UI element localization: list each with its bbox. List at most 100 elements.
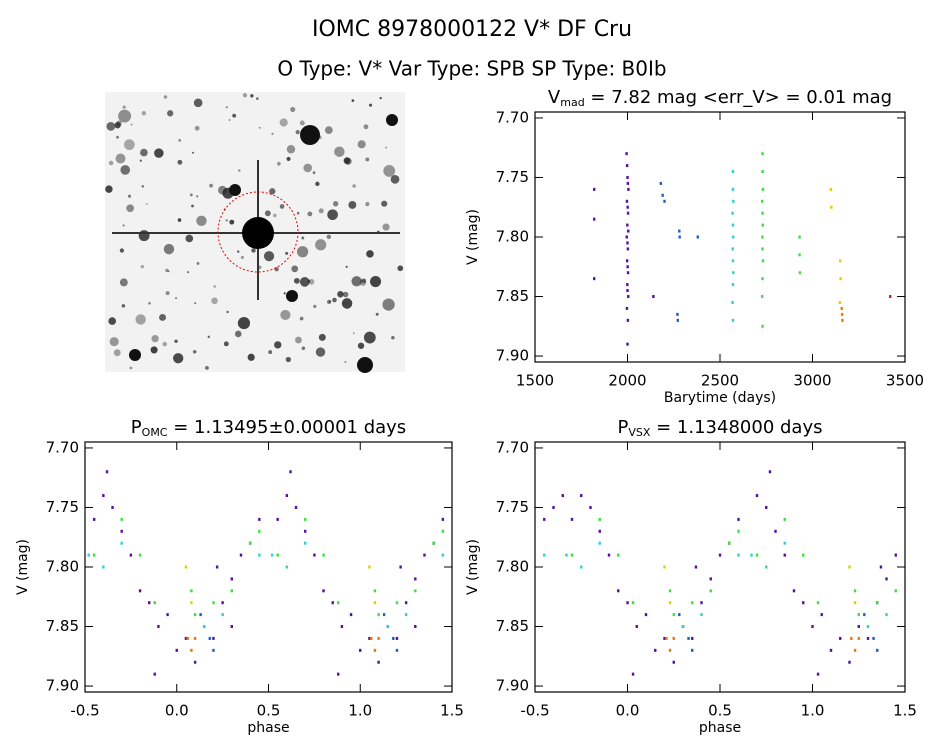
data-point (598, 517, 601, 521)
title-rest: = 7.82 mag <err_V> = 0.01 mag (585, 87, 892, 108)
star (286, 156, 291, 161)
title-main: P (131, 417, 142, 438)
star (332, 297, 337, 303)
plot-frame (84, 441, 453, 693)
data-point (157, 625, 160, 629)
star (173, 353, 184, 364)
data-point (395, 601, 399, 605)
star (207, 335, 210, 339)
data-point (761, 235, 764, 239)
data-point (857, 625, 860, 629)
data-point (626, 271, 630, 275)
star (279, 118, 288, 127)
x-tick-label: 1500 (516, 372, 554, 390)
star (327, 209, 338, 221)
star (115, 153, 126, 164)
data-point (761, 187, 765, 191)
data-point (644, 613, 648, 617)
data-point (885, 577, 888, 581)
star (116, 120, 122, 127)
star (303, 163, 313, 173)
data-point (212, 636, 215, 640)
data-point (816, 601, 820, 605)
data-point (186, 636, 189, 640)
data-point (765, 505, 768, 509)
data-point (593, 217, 596, 221)
data-point (230, 577, 233, 581)
star (191, 204, 194, 208)
y-tick-label: 7.70 (496, 108, 529, 126)
star (369, 103, 373, 107)
data-point (783, 541, 786, 545)
data-point (700, 613, 703, 617)
star (127, 194, 132, 198)
star (299, 316, 304, 321)
bright-star (300, 125, 320, 145)
data-point (373, 601, 377, 605)
data-point (285, 494, 289, 498)
star (141, 111, 146, 116)
star (211, 297, 218, 305)
star (178, 139, 182, 142)
data-point (414, 625, 417, 629)
star (268, 350, 273, 355)
data-point (138, 589, 142, 593)
data-point (373, 648, 377, 652)
data-point (589, 505, 592, 509)
star (151, 334, 159, 343)
data-point (102, 565, 105, 569)
data-point (626, 283, 629, 287)
data-point (709, 589, 712, 593)
data-point (221, 613, 224, 617)
data-point (820, 613, 823, 617)
star (242, 93, 248, 98)
y-tick-label: 7.90 (496, 677, 529, 695)
y-tick-label: 7.75 (496, 168, 529, 186)
data-point (120, 517, 123, 521)
star (234, 330, 242, 338)
data-point (120, 541, 123, 545)
target-star (242, 217, 274, 249)
data-point (731, 187, 735, 191)
data-point (626, 205, 629, 209)
data-point (337, 601, 340, 605)
data-point (626, 289, 629, 293)
data-point (593, 187, 596, 191)
data-point (792, 589, 796, 593)
data-point (761, 247, 764, 251)
data-point (663, 199, 666, 203)
data-point (853, 589, 857, 593)
data-point (863, 613, 866, 617)
data-point (691, 648, 694, 652)
data-point (570, 553, 574, 557)
star (273, 213, 277, 218)
data-point (668, 601, 672, 605)
star (334, 146, 345, 157)
data-point (626, 241, 629, 245)
star (351, 99, 355, 102)
x-tick-label: 2500 (701, 372, 739, 390)
page-subtitle: O Type: V* Var Type: SPB SP Type: B0Ib (277, 57, 666, 81)
data-point (676, 318, 680, 322)
star (290, 106, 296, 113)
star (263, 251, 275, 262)
data-point (370, 636, 373, 640)
data-point (768, 470, 772, 474)
data-point (894, 589, 897, 593)
page-title: IOMC 8978000122 V* DF Cru (312, 17, 632, 42)
star (286, 145, 296, 154)
data-point (731, 318, 735, 322)
bright-star (129, 349, 141, 361)
star (167, 110, 174, 117)
data-point (798, 271, 802, 275)
data-point (811, 625, 814, 629)
data-point (276, 553, 279, 557)
x-tick-label: 3000 (793, 372, 831, 390)
data-point (441, 517, 445, 521)
star (343, 157, 351, 164)
x-tick-label: -0.5 (70, 702, 99, 720)
data-point (879, 565, 883, 569)
star (342, 291, 349, 298)
star (280, 309, 291, 321)
star (269, 188, 276, 195)
